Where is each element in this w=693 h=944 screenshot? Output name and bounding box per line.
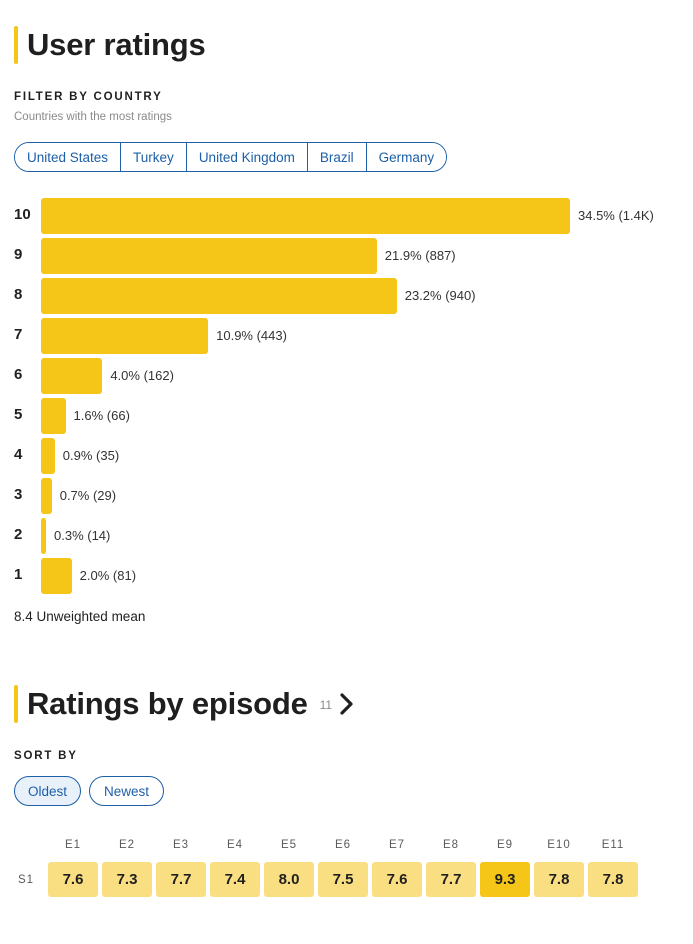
episode-rating-cell[interactable]: 7.3 [102, 862, 152, 897]
rating-bar [41, 398, 66, 434]
rating-bar [41, 358, 103, 394]
rating-row: 5 1.6% (66) [0, 396, 693, 436]
rating-label: 10 [14, 206, 31, 223]
episode-header: E9 [496, 839, 514, 851]
rating-label: 9 [14, 246, 23, 263]
episode-header: E3 [172, 839, 190, 851]
sort-newest-button[interactable]: Newest [89, 776, 164, 806]
episode-header: E10 [547, 839, 571, 851]
rating-value-label: 23.2% (940) [404, 288, 476, 303]
chevron-right-icon[interactable] [338, 692, 354, 716]
rating-value-label: 2.0% (81) [79, 568, 137, 583]
country-chip-germany[interactable]: Germany [366, 143, 447, 171]
accent-bar [14, 685, 18, 723]
episode-header: E8 [442, 839, 460, 851]
episode-rating-cell[interactable]: 9.3 [480, 862, 530, 897]
filter-label: FILTER BY COUNTRY [14, 91, 163, 103]
rating-label: 7 [14, 326, 23, 343]
episode-rating-cell[interactable]: 7.8 [588, 862, 638, 897]
episode-ratings-heading: Ratings by episode 11 [14, 685, 354, 723]
episode-header: E11 [601, 839, 625, 851]
rating-label: 4 [14, 446, 23, 463]
unweighted-mean: 8.4 Unweighted mean [14, 609, 146, 624]
rating-bar [41, 318, 209, 354]
rating-row: 2 0.3% (14) [0, 516, 693, 556]
rating-row: 6 4.0% (162) [0, 356, 693, 396]
episode-rating-cell[interactable]: 7.4 [210, 862, 260, 897]
episode-header: E2 [118, 839, 136, 851]
rating-row: 3 0.7% (29) [0, 476, 693, 516]
rating-row: 8 23.2% (940) [0, 276, 693, 316]
rating-bar [41, 518, 46, 554]
rating-value-label: 4.0% (162) [110, 368, 174, 383]
rating-label: 8 [14, 286, 23, 303]
episode-rating-cell[interactable]: 7.7 [156, 862, 206, 897]
rating-label: 3 [14, 486, 23, 503]
episode-header: E7 [388, 839, 406, 851]
rating-label: 6 [14, 366, 23, 383]
sort-label: SORT BY [14, 750, 78, 762]
user-ratings-heading: User ratings [14, 26, 206, 64]
rating-bar [41, 558, 72, 594]
episode-count: 11 [319, 698, 333, 712]
country-chip-brazil[interactable]: Brazil [307, 143, 367, 171]
rating-label: 5 [14, 406, 23, 423]
episode-rating-cell[interactable]: 7.6 [48, 862, 98, 897]
rating-value-label: 1.6% (66) [73, 408, 130, 423]
rating-row: 7 10.9% (443) [0, 316, 693, 356]
rating-row: 9 21.9% (887) [0, 236, 693, 276]
filter-hint: Countries with the most ratings [14, 111, 172, 123]
episode-rating-cell[interactable]: 8.0 [264, 862, 314, 897]
rating-bar [41, 238, 377, 274]
sort-oldest-button[interactable]: Oldest [14, 776, 81, 806]
rating-label: 1 [14, 566, 23, 583]
rating-row: 4 0.9% (35) [0, 436, 693, 476]
rating-value-label: 0.7% (29) [59, 488, 117, 503]
country-chip-united-kingdom[interactable]: United Kingdom [186, 143, 308, 171]
country-chip-turkey[interactable]: Turkey [121, 143, 187, 171]
rating-label: 2 [14, 526, 23, 543]
rating-row: 10 34.5% (1.4K) [0, 196, 693, 236]
rating-value-label: 21.9% (887) [384, 248, 456, 263]
user-ratings-title: User ratings [27, 27, 206, 62]
season-label: S1 [18, 874, 35, 886]
rating-value-label: 34.5% (1.4K) [578, 208, 654, 223]
episode-rating-cell[interactable]: 7.5 [318, 862, 368, 897]
episode-header: E1 [64, 839, 82, 851]
episode-header: E5 [280, 839, 298, 851]
episode-rating-cell[interactable]: 7.7 [426, 862, 476, 897]
episode-header: E4 [226, 839, 244, 851]
rating-value-label: 0.9% (35) [62, 448, 120, 463]
country-chip-united-states[interactable]: United States [15, 143, 122, 171]
country-filter-group: United States Turkey United Kingdom Braz… [14, 142, 448, 172]
episode-header: E6 [334, 839, 352, 851]
rating-bar [41, 438, 55, 474]
rating-value-label: 0.3% (14) [54, 528, 111, 543]
rating-bar [41, 478, 52, 514]
rating-row: 1 2.0% (81) [0, 556, 693, 596]
rating-bar [41, 198, 570, 234]
rating-bar [41, 278, 397, 314]
episode-rating-cell[interactable]: 7.8 [534, 862, 584, 897]
episode-rating-cell[interactable]: 7.6 [372, 862, 422, 897]
accent-bar [14, 26, 18, 64]
rating-value-label: 10.9% (443) [216, 328, 287, 343]
episode-ratings-title: Ratings by episode [27, 686, 308, 721]
